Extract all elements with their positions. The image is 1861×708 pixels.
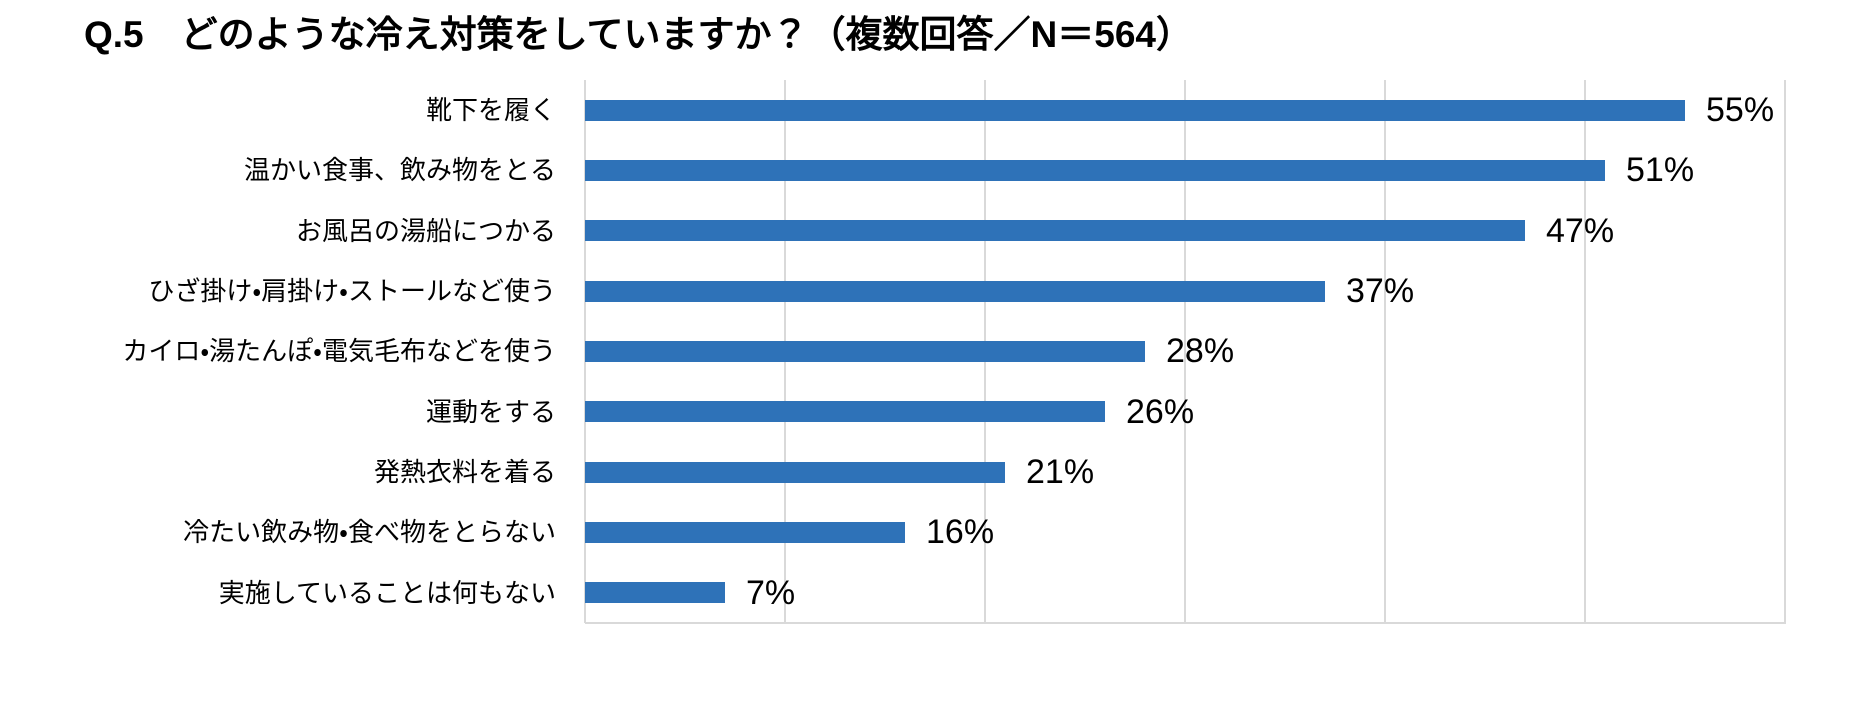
bar-row: 冷たい飲み物・食べ物をとらない 16% xyxy=(0,502,1861,562)
category-label: 運動をする xyxy=(425,396,556,427)
bar xyxy=(585,401,1105,423)
category-label: ひざ掛け・肩掛け・ストールなど使う xyxy=(148,275,556,306)
x-axis-line xyxy=(585,622,1786,624)
bar-row: 実施していることは何もない 7% xyxy=(0,563,1861,623)
bar xyxy=(585,280,1325,302)
value-label: 37% xyxy=(1346,272,1415,311)
bar-row: 靴下を履く 55% xyxy=(0,80,1861,140)
chart-title: Q.5 どのような冷え対策をしていますか？（複数回答／N＝564） xyxy=(84,14,1193,55)
bar xyxy=(585,99,1685,121)
bar xyxy=(585,461,1005,483)
bar-row: カイロ・湯たんぽ・電気毛布などを使う 28% xyxy=(0,321,1861,381)
bar xyxy=(585,582,725,604)
category-label: 靴下を履く xyxy=(425,94,556,125)
value-label: 26% xyxy=(1126,392,1195,431)
gridline xyxy=(1584,80,1586,623)
bar-row: ひざ掛け・肩掛け・ストールなど使う 37% xyxy=(0,261,1861,321)
value-label: 21% xyxy=(1026,453,1095,492)
bar-row: お風呂の湯船につかる 47% xyxy=(0,201,1861,261)
value-label: 28% xyxy=(1166,332,1235,371)
value-label: 55% xyxy=(1706,91,1775,130)
category-label: 発熱衣料を着る xyxy=(373,456,556,487)
value-label: 16% xyxy=(926,513,995,552)
value-label: 51% xyxy=(1626,151,1695,190)
value-label: 47% xyxy=(1546,211,1615,250)
bar-rows: 靴下を履く 55% 温かい食事、飲み物をとる 51% お風呂の湯船につかる 47% ひざ掛け… xyxy=(0,80,1861,623)
gridline xyxy=(1784,80,1786,623)
bar xyxy=(585,220,1525,242)
bar-row: 温かい食事、飲み物をとる 51% xyxy=(0,140,1861,200)
category-label: 実施していることは何もない xyxy=(218,577,556,608)
category-label: カイロ・湯たんぽ・電気毛布などを使う xyxy=(122,336,556,367)
category-label: お風呂の湯船につかる xyxy=(295,215,556,246)
gridline xyxy=(1184,80,1186,623)
gridline xyxy=(1384,80,1386,623)
bar xyxy=(585,340,1145,362)
value-label: 7% xyxy=(746,573,796,612)
bar-row: 発熱衣料を着る 21% xyxy=(0,442,1861,502)
category-label: 温かい食事、飲み物をとる xyxy=(243,155,556,186)
bar xyxy=(585,159,1605,181)
category-label: 冷たい飲み物・食べ物をとらない xyxy=(183,517,556,548)
bar xyxy=(585,521,905,543)
bar-row: 運動をする 26% xyxy=(0,382,1861,442)
